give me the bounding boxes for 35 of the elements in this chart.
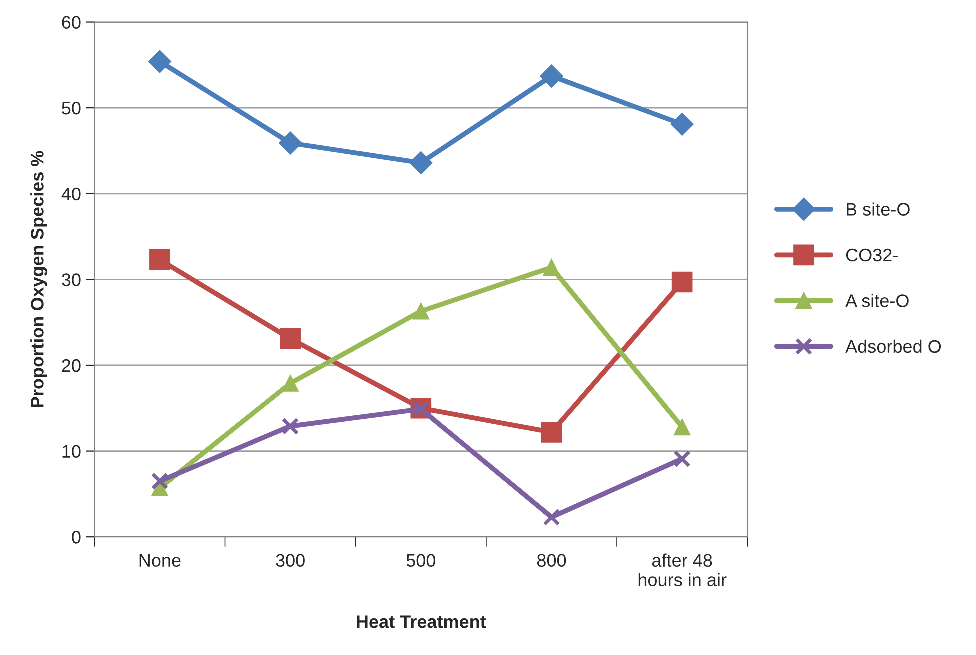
y-tick-label: 60 [62, 16, 81, 29]
point [279, 132, 302, 155]
y-tick-label: 50 [62, 102, 81, 115]
y-tick-label: 10 [62, 445, 81, 458]
point [151, 472, 169, 490]
point [543, 508, 560, 526]
point [280, 328, 301, 350]
point [410, 151, 433, 174]
x-tick-label: 800 [537, 554, 566, 568]
point [148, 50, 172, 74]
y-axis-title: Proportion Oxygen Species % [30, 151, 48, 408]
x-tick-label: None [140, 554, 181, 568]
point [282, 418, 300, 436]
x-tick-label: after 48 hours in air [638, 554, 727, 586]
point [540, 64, 564, 88]
point [412, 303, 430, 320]
point [543, 259, 560, 276]
x-tick-label: 300 [276, 554, 305, 568]
point [282, 375, 299, 392]
legend-label: A site-O [846, 294, 909, 308]
point [541, 422, 562, 443]
point [150, 250, 170, 270]
legend-label: Adsorbed O [846, 340, 942, 354]
point [672, 272, 693, 293]
legend-label: CO32- [846, 248, 898, 262]
x-tick-label: 500 [406, 554, 436, 568]
point [674, 450, 691, 468]
y-tick-label: 30 [62, 274, 81, 286]
legend-label: B site-O [847, 202, 910, 216]
y-tick-label: 0 [72, 531, 81, 544]
point [674, 418, 691, 436]
point [670, 112, 694, 136]
y-tick-label: 20 [62, 359, 81, 372]
x-axis-title: Heat Treatment [357, 616, 486, 628]
y-tick-label: 40 [62, 188, 81, 201]
